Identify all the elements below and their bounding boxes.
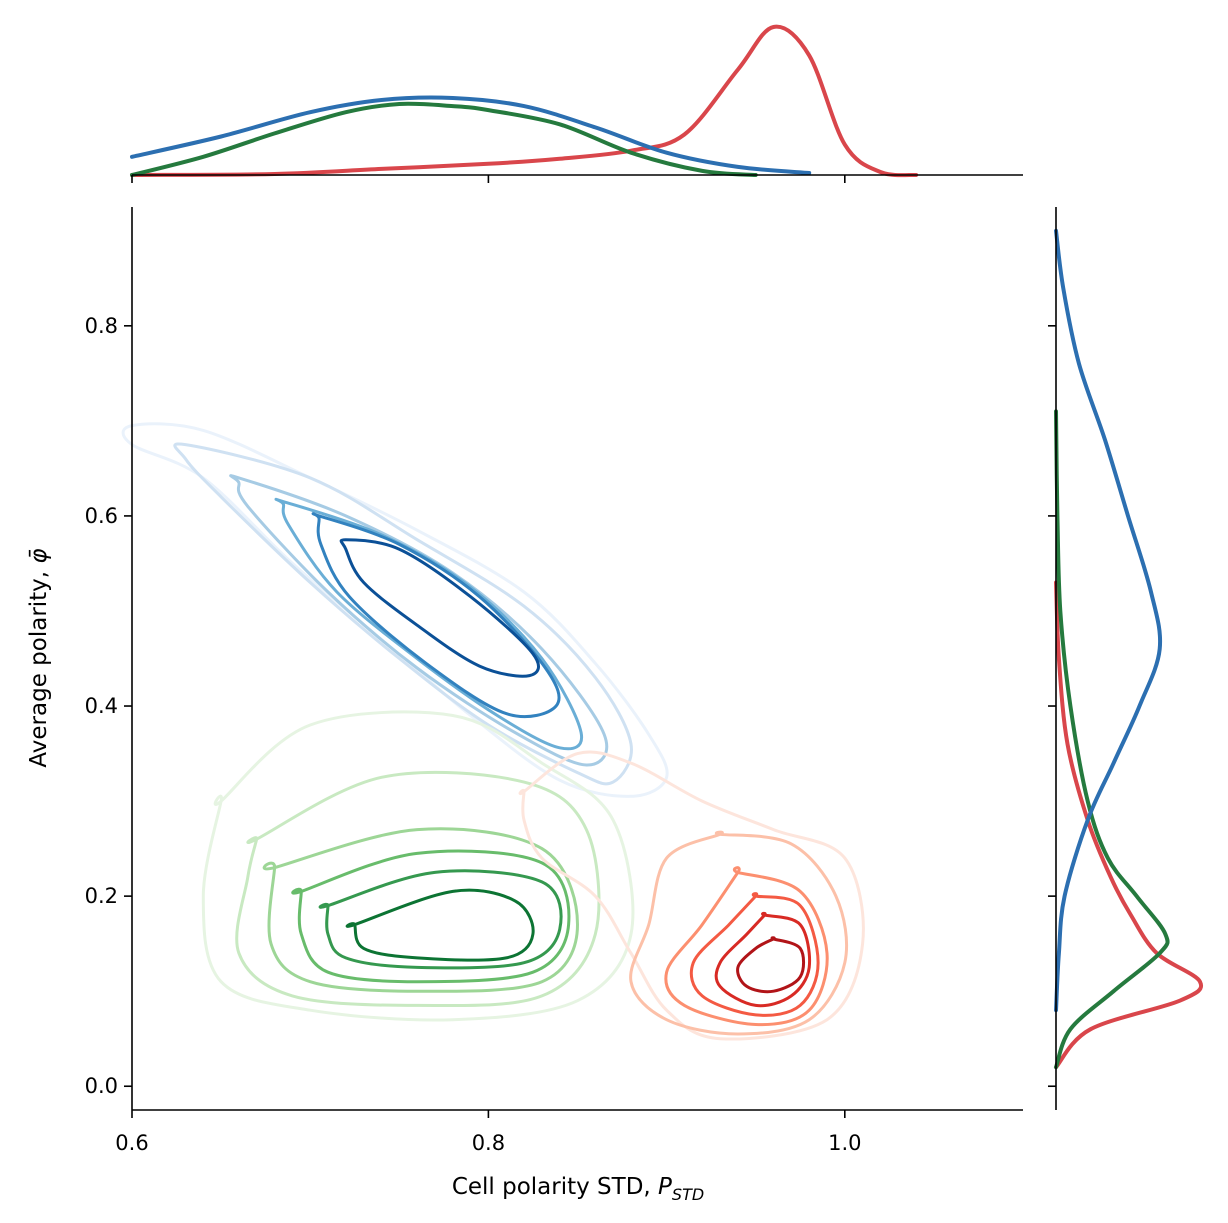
- series-0-contour-level-5: [339, 538, 540, 678]
- series-0-marginal-y: [1054, 228, 1163, 1013]
- x-tick-label-2: 1.0: [828, 1131, 861, 1155]
- marginal-y-density: [1054, 228, 1204, 1070]
- series-2-contour-level-1: [629, 830, 849, 1036]
- y-tick-label-2: 0.4: [85, 694, 118, 718]
- series-2-contour-level-3: [689, 892, 820, 1017]
- series-1-marginal-x: [130, 101, 758, 177]
- y-axis-title-prefix: Average polarity,: [26, 564, 52, 768]
- y-axis-title: Average polarity, φ̄: [26, 548, 52, 767]
- series-1-contour-level-4: [318, 869, 563, 970]
- x-tick-label-0: 0.6: [115, 1131, 148, 1155]
- series-2-marginal-y: [1054, 580, 1204, 1070]
- series-0-contour-level-1: [173, 442, 633, 786]
- series-1-contour-level-5: [345, 888, 535, 962]
- series-2-contour-level-5: [736, 936, 806, 994]
- x-axis-title-prefix: Cell polarity STD,: [452, 1174, 658, 1200]
- series-1-contour-level-2: [262, 827, 579, 993]
- series-1-contour-level-0: [201, 710, 635, 1022]
- series-1-contour-level-1: [235, 770, 601, 1008]
- y-tick-label-0: 0.0: [85, 1074, 118, 1098]
- series-1-marginal-y: [1054, 409, 1170, 1070]
- y-tick-label-3: 0.6: [85, 504, 118, 528]
- marginal-x-density: [130, 24, 919, 178]
- y-tick-label-1: 0.2: [85, 884, 118, 908]
- y-axis-title-symbol: φ̄: [26, 548, 52, 563]
- series-0-contours: [121, 422, 669, 798]
- series-2-contour-level-0: [518, 750, 865, 1041]
- series-0-marginal-x: [130, 95, 812, 175]
- tick-labels: 0.6 0.8 1.0 0.0 0.2 0.4 0.6 0.8: [85, 314, 862, 1155]
- series-1-contours: [201, 710, 635, 1022]
- x-axis-title: Cell polarity STD, PSTD: [452, 1174, 704, 1204]
- series-2-contour-level-4: [714, 911, 812, 1008]
- axes: [124, 174, 1057, 1118]
- series-0-contour-level-0: [121, 422, 669, 798]
- contours-layer: [121, 422, 865, 1041]
- x-axis-title-symbol: P: [658, 1174, 672, 1200]
- y-tick-label-4: 0.8: [85, 314, 118, 338]
- x-tick-label-1: 0.8: [472, 1131, 505, 1155]
- series-2-marginal-x: [130, 24, 919, 178]
- series-2-contours: [518, 750, 865, 1041]
- series-1-contour-level-3: [291, 849, 571, 984]
- x-axis-title-subscript: STD: [672, 1185, 704, 1204]
- series-2-contour-level-2: [664, 866, 829, 1027]
- series-0-contour-level-4: [311, 512, 561, 719]
